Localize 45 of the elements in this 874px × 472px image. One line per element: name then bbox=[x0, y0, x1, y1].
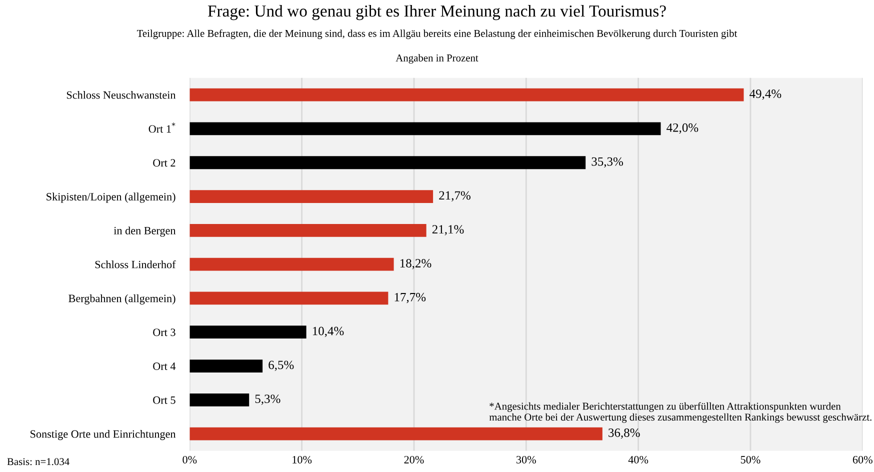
data-label: 21,7% bbox=[439, 191, 470, 202]
text: Basis: n=1.034 bbox=[7, 458, 70, 466]
y-tick-label: Ort 4 bbox=[153, 362, 176, 370]
x-tick-label: 0% bbox=[182, 456, 197, 464]
data-label: 18,2% bbox=[400, 259, 432, 270]
annotation: *Angesichts medialer Berichterstattungen zu überfüllten Attraktionspunkten wurden manche Orte bei der Auswertung dieses zusammengestellten Rankings bewusst geschwärzt. bbox=[489, 402, 872, 423]
x-tick-label: 30% bbox=[516, 456, 536, 464]
y-tick-label: Schloss Linderhof bbox=[95, 260, 176, 268]
bar bbox=[190, 190, 434, 203]
y-tick-label: Skipisten/Loipen (allgemein) bbox=[46, 192, 176, 203]
y-tick-label: Sonstige Orte und Einrichtungen bbox=[30, 430, 176, 440]
bar bbox=[190, 360, 263, 372]
data-label: 5,3% bbox=[255, 394, 280, 405]
data-label: 35,3% bbox=[592, 157, 624, 168]
chart-title: Frage: Und wo genau gibt es Ihrer Meinung nach zu viel Tourismus? bbox=[208, 4, 666, 20]
y-tick-label: Ort 1$^{*}$ bbox=[148, 122, 176, 133]
x-axis-title: Angaben in Prozent bbox=[396, 54, 478, 64]
data-label: 6,5% bbox=[268, 360, 294, 371]
bar bbox=[190, 88, 744, 102]
y-tick-label: Ort 5 bbox=[153, 396, 176, 404]
x-tick-label: 20% bbox=[404, 456, 424, 464]
data-label: 17,7% bbox=[394, 292, 426, 304]
bar bbox=[190, 427, 602, 440]
y-tick-label: Ort 2 bbox=[153, 159, 176, 167]
y-tick-label: Ort 3 bbox=[153, 328, 176, 336]
y-tick-label: Bergbahnen (allgemein) bbox=[68, 294, 176, 304]
data-label: 42,0% bbox=[666, 123, 698, 134]
bar bbox=[190, 224, 426, 237]
bar bbox=[190, 292, 388, 305]
y-tick-label: in den Bergen bbox=[114, 226, 176, 237]
data-label: 21,1% bbox=[432, 225, 464, 236]
chart-subtitle: Teilgruppe: Alle Befragten, die der Meinung sind, dass es im Allgäu bereits eine Belastung der einheimischen Bevölkerung durch Touristen gibt bbox=[137, 29, 738, 40]
x-tick-label: 50% bbox=[740, 456, 760, 464]
x-tick-label: 10% bbox=[292, 456, 312, 464]
data-label: 36,8% bbox=[608, 428, 640, 439]
x-tick-label: 40% bbox=[628, 456, 648, 464]
bar bbox=[190, 122, 661, 136]
bar bbox=[190, 258, 394, 271]
data-label: 10,4% bbox=[312, 326, 344, 338]
bar bbox=[190, 326, 306, 339]
x-tick-label: 60% bbox=[852, 456, 872, 464]
bar bbox=[190, 393, 250, 406]
data-label: 49,4% bbox=[750, 90, 782, 100]
y-tick-label: Schloss Neuschwanstein bbox=[66, 90, 176, 99]
bar bbox=[190, 156, 586, 170]
